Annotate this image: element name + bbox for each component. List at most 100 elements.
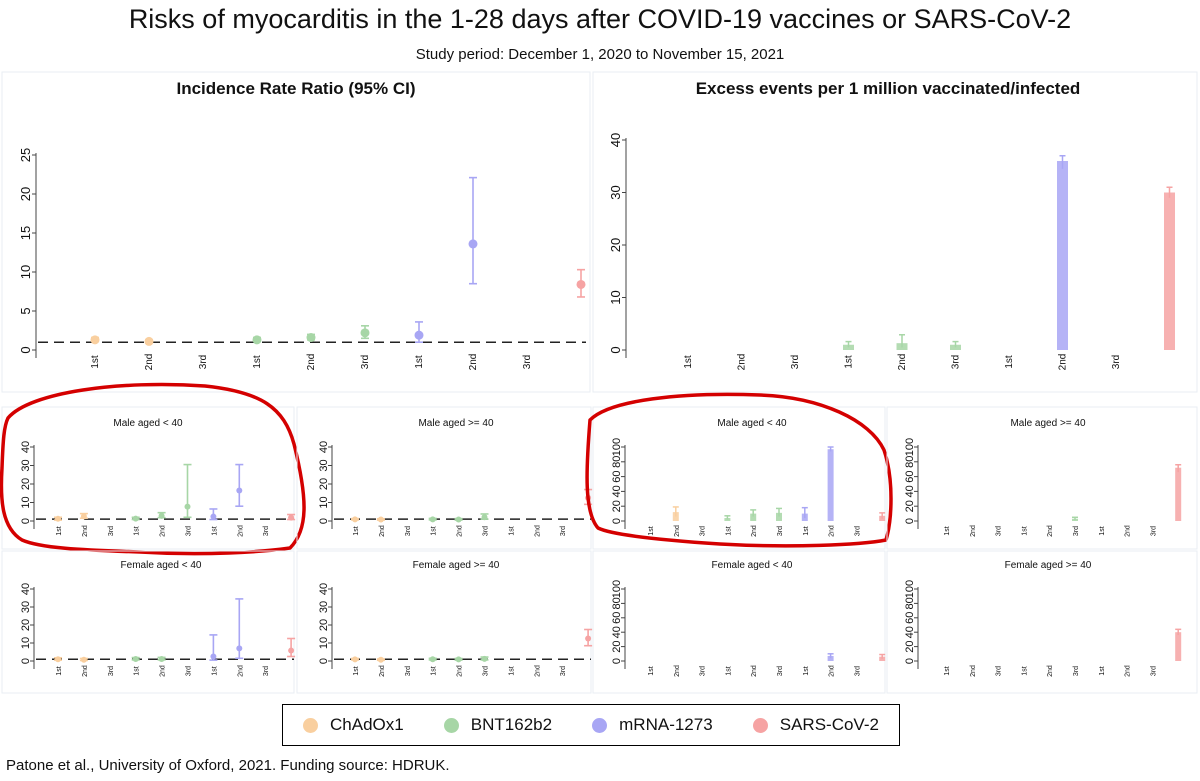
figure-title: Risks of myocarditis in the 1-28 days af… (128, 4, 1072, 34)
y-tick-label: 20 (18, 187, 33, 201)
point-marker (158, 656, 165, 663)
x-tick-label: 2nd (144, 354, 155, 371)
y-tick-label: 10 (608, 290, 623, 304)
panel-frame (592, 550, 886, 694)
x-tick-label: 2nd (1125, 665, 1132, 677)
point-marker (360, 328, 370, 338)
x-tick-label: 1st (1099, 526, 1106, 535)
y-tick-label: 60 (904, 612, 916, 624)
x-tick-label: 2nd (970, 525, 977, 537)
legend-swatch (303, 717, 319, 733)
x-tick-label: 3rd (360, 355, 371, 369)
x-tick-label: 1st (134, 526, 141, 535)
x-tick-label: 3rd (186, 666, 193, 676)
panel-frame (886, 550, 1198, 694)
x-tick-label: 3rd (777, 526, 784, 536)
point-marker (236, 487, 243, 494)
panel-frame (592, 71, 1198, 393)
y-tick-label: 0 (318, 658, 330, 664)
y-tick-label: 80 (611, 597, 623, 609)
y-tick-label: 60 (611, 470, 623, 482)
x-tick-label: 1st (508, 526, 515, 535)
x-tick-label: 3rd (1150, 526, 1157, 536)
x-tick-label: 2nd (674, 665, 681, 677)
point-marker (576, 279, 586, 289)
x-tick-label: 2nd (457, 525, 464, 537)
y-tick-label: 30 (20, 459, 32, 471)
y-tick-label: 80 (904, 597, 916, 609)
x-tick-label: 1st (683, 355, 694, 369)
bar (750, 513, 757, 521)
y-tick-label: 25 (18, 148, 33, 162)
legend-item-sarscov2: SARS-CoV-2 (752, 715, 879, 735)
bar (827, 655, 834, 661)
y-tick-label: 60 (904, 470, 916, 482)
panel-title: Female aged >= 40 (1005, 560, 1092, 571)
x-tick-label: 1st (944, 666, 951, 675)
point-marker (288, 514, 295, 521)
panel-title: Female aged < 40 (712, 560, 793, 571)
y-tick-label: 40 (611, 485, 623, 497)
point-marker (236, 645, 243, 652)
x-tick-label: 2nd (457, 665, 464, 677)
y-tick-label: 100 (611, 438, 623, 456)
x-tick-label: 2nd (534, 665, 541, 677)
panel-title: Incidence Rate Ratio (95% CI) (176, 79, 415, 98)
bar (1175, 467, 1182, 521)
y-tick-label: 100 (904, 580, 916, 598)
x-tick-label: 1st (648, 526, 655, 535)
point-marker (55, 656, 61, 663)
point-marker (455, 516, 462, 523)
x-tick-label: 3rd (263, 666, 270, 676)
x-tick-label: 2nd (237, 525, 244, 537)
legend-label: mRNA-1273 (619, 715, 713, 734)
point-marker (429, 656, 436, 663)
y-tick-label: 40 (318, 441, 330, 453)
point-marker (481, 655, 488, 662)
x-tick-label: 2nd (160, 525, 167, 537)
panel-title: Excess events per 1 million vaccinated/i… (696, 79, 1081, 98)
x-tick-label: 3rd (777, 666, 784, 676)
point-marker (288, 647, 295, 654)
x-tick-label: 3rd (108, 666, 115, 676)
point-marker (90, 335, 100, 345)
y-tick-label: 5 (18, 307, 33, 314)
x-tick-label: 2nd (82, 665, 89, 677)
x-tick-label: 1st (252, 355, 263, 369)
x-tick-label: 1st (431, 526, 438, 535)
point-marker (144, 336, 154, 346)
legend-item-bnt162b2: BNT162b2 (443, 715, 552, 735)
y-tick-label: 30 (318, 459, 330, 471)
x-tick-label: 3rd (790, 355, 801, 369)
point-marker (481, 514, 488, 521)
panel-frame (296, 550, 592, 694)
panel-title: Male aged < 40 (717, 418, 787, 429)
x-tick-label: 2nd (379, 525, 386, 537)
x-tick-label: 2nd (160, 665, 167, 677)
x-tick-label: 3rd (405, 526, 412, 536)
x-tick-label: 1st (353, 666, 360, 675)
x-tick-label: 3rd (483, 526, 490, 536)
panel-title: Male aged >= 40 (1010, 418, 1085, 429)
x-tick-label: 3rd (560, 666, 567, 676)
legend-item-mrna1273: mRNA-1273 (592, 715, 713, 735)
x-tick-label: 2nd (468, 354, 479, 371)
y-tick-label: 40 (611, 626, 623, 638)
y-tick-label: 40 (20, 441, 32, 453)
x-tick-label: 2nd (379, 665, 386, 677)
y-tick-label: 40 (904, 485, 916, 497)
legend-label: SARS-CoV-2 (779, 715, 879, 734)
x-tick-label: 1st (56, 526, 63, 535)
x-tick-label: 1st (725, 526, 732, 535)
x-tick-label: 1st (134, 666, 141, 675)
x-tick-label: 3rd (1073, 526, 1080, 536)
x-tick-label: 3rd (483, 666, 490, 676)
y-tick-label: 80 (611, 456, 623, 468)
point-marker (184, 503, 191, 510)
x-tick-label: 2nd (829, 525, 836, 537)
y-tick-label: 20 (20, 478, 32, 490)
y-tick-label: 10 (20, 637, 32, 649)
x-tick-label: 2nd (1047, 525, 1054, 537)
x-tick-label: 2nd (1058, 354, 1069, 371)
y-tick-label: 15 (18, 226, 33, 240)
